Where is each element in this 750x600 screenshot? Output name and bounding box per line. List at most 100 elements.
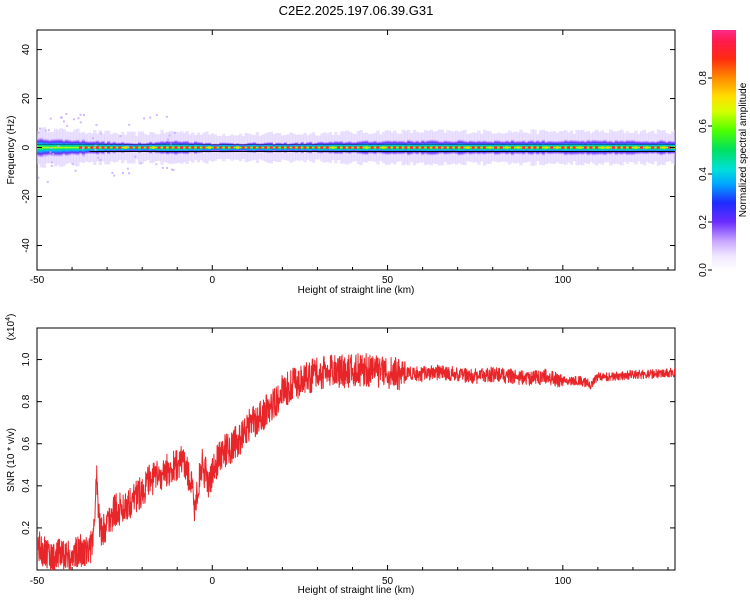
spectrogram-band-cell (356, 140, 361, 155)
spectrogram-peak-cell (527, 146, 531, 149)
spectrogram-peak-cell (213, 146, 217, 149)
spectrogram-peak-cell (516, 146, 520, 149)
spectrogram-band-cell (121, 141, 125, 154)
spectrogram-peak-cell (454, 146, 458, 149)
spectrogram-band-cell (205, 142, 209, 153)
spectrogram-band-cell (171, 140, 175, 155)
spectrogram-peak-cell (292, 146, 296, 149)
colorbar-tick-label-3: 0.6 (698, 119, 709, 133)
spectrogram-peak-cell (123, 146, 127, 149)
spectrogram-peak-cell (376, 146, 380, 149)
spectrogram-band-cell (160, 140, 164, 155)
spectrogram-band-cell (642, 140, 647, 155)
colorbar-tick-label-4: 0.8 (698, 71, 709, 85)
spectrogram-band-cell (255, 142, 260, 153)
spectrogram-band-cell (407, 139, 411, 156)
spectrogram-band-cell (104, 142, 108, 153)
spectrogram-peak-cell (90, 146, 94, 149)
spectrogram-peak-cell (230, 146, 234, 149)
spectrogram-peak-cell (488, 146, 492, 149)
spectrogram-band-cell (480, 140, 484, 155)
spectrogram-peak-cell (309, 146, 313, 149)
spectrogram-peak-cell (662, 146, 666, 149)
spectrogram-speck (127, 172, 130, 175)
spectrogram-speck (44, 129, 47, 132)
spectrogram-band-cell (177, 140, 181, 155)
spectrogram-peak-cell (118, 146, 122, 149)
spectrogram-band-cell (362, 140, 366, 156)
spectrogram-peak-cell (460, 146, 464, 149)
spectrogram-ylabel: Frequency (Hz) (6, 116, 17, 185)
colorbar-tick-label-2: 0.4 (698, 167, 709, 181)
snr-ylabel: SNR (10 * v/v) (6, 428, 17, 492)
colorbar-scale (712, 30, 736, 270)
spectrogram-peak-cell (656, 146, 660, 149)
spectrogram-speck (82, 138, 85, 141)
spectrogram-peak-cell (79, 146, 83, 149)
spectrogram-band-cell (199, 141, 203, 154)
spectrogram-band-cell (457, 139, 461, 156)
spectrogram-band-cell (345, 141, 349, 154)
spectrogram-band-cell (631, 139, 635, 156)
spectrogram-speck (46, 180, 49, 183)
spectrogram-band-cell (586, 139, 590, 156)
spectrogram-band-cell (547, 140, 551, 155)
spectrogram-peak-cell (667, 146, 671, 149)
snr-xlabel: Height of straight line (km) (298, 585, 415, 596)
spectrogram-peak-cell (426, 146, 430, 149)
spectrogram-band-cell (390, 140, 394, 155)
spectrogram-speck (134, 155, 137, 158)
spectrogram-speck (62, 120, 65, 123)
spectrogram-peak-cell (359, 146, 363, 149)
spectrogram-band-cell (379, 141, 383, 155)
spectrogram-band-cell (513, 140, 518, 155)
spectrogram-band-cell (502, 140, 506, 155)
spectrogram-xtick-label-0: -50 (30, 275, 45, 286)
spectrogram-peak-cell (202, 146, 206, 149)
colorbar: 0.0 0.2 0.4 0.6 0.8 Normalized spectral ampl… (698, 30, 749, 277)
spectrogram-peak-cell (353, 146, 357, 149)
spectrogram-speck (82, 154, 85, 157)
spectrogram-band-cell (306, 141, 310, 154)
spectrogram-peak-cell (264, 146, 268, 149)
spectrogram-band-cell (182, 140, 187, 155)
spectrogram-speck (47, 129, 50, 132)
spectrogram-peak-cell (381, 146, 385, 149)
spectrogram-speck (128, 123, 131, 126)
spectrogram-peak-cell (101, 146, 105, 149)
spectrogram-peak-cell (561, 146, 565, 149)
spectrogram-band-cell (62, 139, 66, 156)
spectrogram-speck (155, 113, 158, 116)
spectrogram-band-cell (149, 141, 153, 154)
spectrogram-speck (50, 164, 53, 167)
spectrogram-band-cell (653, 141, 658, 154)
spectrogram-ytick-label-2: 0 (21, 144, 32, 150)
spectrogram-band-cell (132, 142, 136, 153)
spectrogram-band-cell (45, 138, 49, 157)
spectrogram-band-cell (452, 140, 456, 155)
spectrogram-peak-cell (415, 146, 419, 149)
spectrogram-band-cell (56, 138, 60, 157)
spectrogram-peak-cell (572, 146, 576, 149)
spectrogram-peak-cell (241, 146, 245, 149)
spectrogram-band-cell (564, 139, 568, 156)
spectrogram-band-cell (143, 142, 147, 153)
spectrogram-band-cell (227, 142, 232, 153)
spectrogram-speck (65, 113, 68, 116)
snr-series-line (37, 353, 675, 570)
spectrogram-band-cell (65, 138, 69, 157)
spectrogram-ytick-label-4: -40 (21, 238, 32, 253)
spectrogram-band-cell (328, 140, 332, 155)
spectrogram-peak-cell (438, 146, 442, 149)
snr-ytick-label-1: 0.4 (21, 478, 32, 492)
spectrogram-speck (52, 152, 55, 155)
spectrogram-peak-cell (135, 146, 139, 149)
spectrogram-peak-cell (471, 146, 475, 149)
spectrogram-peak-cell (191, 146, 195, 149)
spectrogram-speck (66, 124, 69, 127)
spectrogram-peak-cell (393, 146, 397, 149)
spectrogram-peak-cell (600, 146, 604, 149)
spectrogram-band-cell (429, 139, 433, 156)
spectrogram-ytick-label-3: -20 (21, 189, 32, 204)
